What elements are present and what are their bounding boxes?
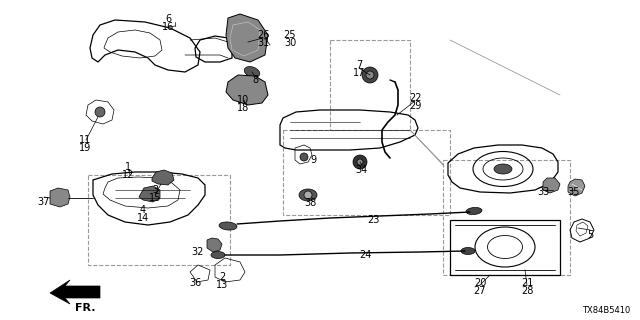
Bar [283, 130, 450, 215]
Text: 2: 2 [219, 272, 225, 282]
Text: 18: 18 [237, 103, 249, 113]
Text: 7: 7 [356, 60, 362, 70]
Text: 19: 19 [79, 143, 91, 153]
Text: 11: 11 [79, 135, 91, 145]
Polygon shape [568, 179, 585, 196]
Text: 38: 38 [304, 198, 316, 208]
Text: 15: 15 [149, 193, 161, 203]
Text: 31: 31 [257, 38, 269, 48]
Text: 12: 12 [122, 170, 134, 180]
Text: 26: 26 [257, 30, 269, 40]
Polygon shape [543, 178, 560, 193]
Polygon shape [50, 280, 100, 304]
Circle shape [304, 191, 312, 199]
Circle shape [353, 155, 367, 169]
Circle shape [366, 71, 374, 79]
Text: 23: 23 [367, 215, 379, 225]
Text: 17: 17 [353, 68, 365, 78]
Polygon shape [152, 170, 174, 185]
Text: 14: 14 [137, 213, 149, 223]
Text: 20: 20 [474, 278, 486, 288]
Text: 4: 4 [140, 205, 146, 215]
Text: 16: 16 [162, 22, 174, 32]
Ellipse shape [466, 207, 482, 214]
Ellipse shape [494, 164, 512, 174]
Text: TX84B5410: TX84B5410 [582, 306, 630, 315]
Text: 22: 22 [409, 93, 421, 103]
Circle shape [357, 159, 363, 165]
Text: 29: 29 [409, 101, 421, 111]
Bar [88, 175, 230, 265]
Circle shape [362, 67, 378, 83]
Text: 37: 37 [38, 197, 50, 207]
Text: 34: 34 [355, 165, 367, 175]
Ellipse shape [461, 247, 475, 254]
Polygon shape [50, 188, 70, 207]
Text: FR.: FR. [74, 303, 95, 313]
Text: 24: 24 [359, 250, 371, 260]
Ellipse shape [244, 67, 260, 77]
Text: 30: 30 [284, 38, 296, 48]
Text: 1: 1 [125, 162, 131, 172]
Polygon shape [226, 14, 268, 62]
Polygon shape [139, 186, 160, 202]
Text: 25: 25 [284, 30, 296, 40]
Text: 5: 5 [587, 230, 593, 240]
Circle shape [300, 153, 308, 161]
Bar [443, 160, 570, 275]
Text: 8: 8 [252, 75, 258, 85]
Text: 9: 9 [310, 155, 316, 165]
Text: 28: 28 [521, 286, 533, 296]
Bar [330, 40, 410, 130]
Text: 13: 13 [216, 280, 228, 290]
Text: 36: 36 [189, 278, 201, 288]
Text: 6: 6 [165, 14, 171, 24]
Text: 35: 35 [568, 187, 580, 197]
Ellipse shape [299, 189, 317, 201]
Polygon shape [207, 238, 222, 252]
Text: 3: 3 [152, 185, 158, 195]
Ellipse shape [219, 222, 237, 230]
Circle shape [95, 107, 105, 117]
Text: 27: 27 [474, 286, 486, 296]
Text: 21: 21 [521, 278, 533, 288]
Ellipse shape [211, 252, 225, 259]
Text: 32: 32 [192, 247, 204, 257]
Text: 33: 33 [537, 187, 549, 197]
Polygon shape [226, 75, 268, 105]
Text: 10: 10 [237, 95, 249, 105]
